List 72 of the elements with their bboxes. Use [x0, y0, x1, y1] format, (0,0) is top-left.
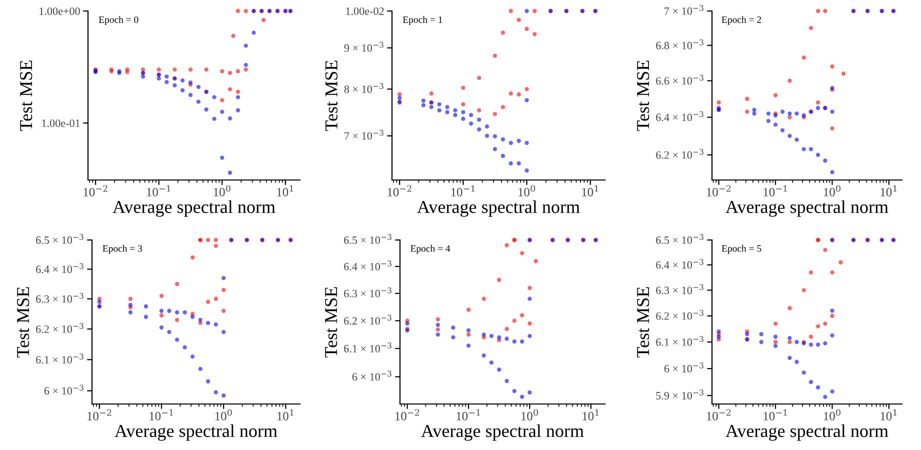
- x-tick-label: 10$^{1}$: [880, 409, 897, 420]
- x-tick-label: 10$^{−1}$: [764, 409, 787, 420]
- x-tick-label: 10$^{−1}$: [146, 185, 170, 196]
- x-axis-title: Average spectral norm: [726, 424, 888, 441]
- x-tick-label: 10$^{−1}$: [150, 409, 173, 420]
- x-axis-title: Average spectral norm: [417, 200, 580, 217]
- y-tick-label: 6.1 × 10$^{−3}$: [344, 342, 392, 352]
- y-tick-label: 6.8 × 10$^{−3}$: [656, 39, 704, 50]
- x-tick-label: 10$^{−2}$: [388, 185, 412, 196]
- y-tick-label: 6.2 × 10$^{−3}$: [656, 310, 704, 320]
- y-axis-title: Test MSE: [325, 287, 338, 358]
- y-tick-label: 6.5 × 10$^{−3}$: [36, 234, 84, 244]
- x-tick-label: 10$^{−2}$: [395, 409, 420, 420]
- y-axis-title: Test MSE: [637, 60, 650, 131]
- x-axis-title: Average spectral norm: [112, 200, 276, 217]
- x-tick-label: 10$^{0}$: [214, 185, 230, 196]
- y-axis-title: Test MSE: [637, 287, 650, 358]
- annotation: Epoch = 0: [98, 16, 138, 25]
- y-tick-label: 6.6 × 10$^{−3}$: [656, 74, 704, 85]
- annotation: Epoch = 5: [722, 244, 762, 254]
- y-tick-label: 6.5 × 10$^{−3}$: [344, 234, 392, 244]
- x-tick-label: 10$^{1}$: [880, 185, 897, 196]
- annotation: Epoch = 4: [410, 244, 450, 254]
- x-tick-label: 10$^{−2}$: [84, 185, 108, 196]
- y-tick-label: 6.2 × 10$^{−3}$: [344, 314, 392, 325]
- x-tick-label: 10$^{0}$: [518, 185, 536, 196]
- y-tick-label: 6.1 × 10$^{−3}$: [656, 336, 704, 346]
- x-tick-label: 10$^{1}$: [582, 409, 599, 420]
- x-tick-label: 10$^{−1}$: [456, 409, 480, 420]
- y-tick-label: 1.00e-01: [42, 119, 80, 128]
- y-tick-label: 9 × 10$^{−3}$: [344, 42, 384, 52]
- x-axis-title: Average spectral norm: [421, 424, 584, 441]
- y-tick-label: 1.00e+00: [40, 7, 80, 16]
- y-tick-label: 6.4 × 10$^{−3}$: [656, 111, 704, 122]
- y-tick-label: 6.3 × 10$^{−3}$: [36, 292, 84, 303]
- y-tick-label: 6.3 × 10$^{−3}$: [344, 287, 392, 298]
- x-tick-label: 10$^{0}$: [215, 409, 232, 420]
- y-axis-title: Test MSE: [325, 60, 338, 131]
- y-axis-title: Test MSE: [17, 287, 30, 358]
- x-tick-label: 10$^{1}$: [582, 185, 598, 196]
- y-tick-label: 6.4 × 10$^{−3}$: [36, 263, 84, 274]
- x-tick-label: 10$^{−2}$: [88, 409, 112, 420]
- x-tick-label: 10$^{0}$: [824, 409, 840, 420]
- y-tick-label: 5.9 × 10$^{−3}$: [656, 390, 704, 400]
- y-tick-label: 6.3 × 10$^{−3}$: [656, 284, 704, 294]
- y-tick-label: 6.2 × 10$^{−3}$: [656, 148, 704, 159]
- x-tick-label: 10$^{0}$: [521, 409, 538, 420]
- y-tick-label: 1.00e-02: [346, 7, 384, 16]
- x-tick-label: 10$^{0}$: [824, 185, 840, 196]
- x-tick-label: 10$^{−2}$: [706, 185, 730, 196]
- x-tick-label: 10$^{−2}$: [706, 409, 730, 420]
- y-tick-label: 6.2 × 10$^{−3}$: [36, 322, 84, 333]
- x-tick-label: 10$^{−1}$: [764, 185, 787, 196]
- y-tick-label: 6.1 × 10$^{−3}$: [36, 354, 84, 364]
- x-axis-title: Average spectral norm: [114, 424, 278, 441]
- annotation: Epoch = 1: [402, 16, 442, 25]
- annotation: Epoch = 3: [102, 244, 142, 254]
- y-tick-label: 6.5 × 10$^{−3}$: [656, 234, 704, 244]
- y-tick-label: 6.4 × 10$^{−3}$: [344, 260, 392, 270]
- y-tick-label: 6 × 10$^{−3}$: [664, 362, 704, 372]
- y-tick-label: 6.4 × 10$^{−3}$: [656, 258, 704, 269]
- x-tick-label: 10$^{1}$: [277, 409, 294, 420]
- y-tick-label: 7 × 10$^{−3}$: [344, 130, 384, 140]
- y-tick-label: 6 × 10$^{−3}$: [352, 370, 392, 381]
- y-tick-label: 8 × 10$^{−3}$: [344, 83, 384, 93]
- y-tick-label: 7 × 10$^{−3}$: [664, 4, 704, 15]
- x-axis-title: Average spectral norm: [726, 200, 888, 217]
- annotation: Epoch = 2: [722, 16, 762, 25]
- x-tick-label: 10$^{−1}$: [451, 185, 474, 196]
- x-tick-label: 10$^{1}$: [277, 185, 294, 196]
- y-axis-title: Test MSE: [20, 60, 32, 131]
- y-tick-label: 6 × 10$^{−3}$: [44, 384, 84, 395]
